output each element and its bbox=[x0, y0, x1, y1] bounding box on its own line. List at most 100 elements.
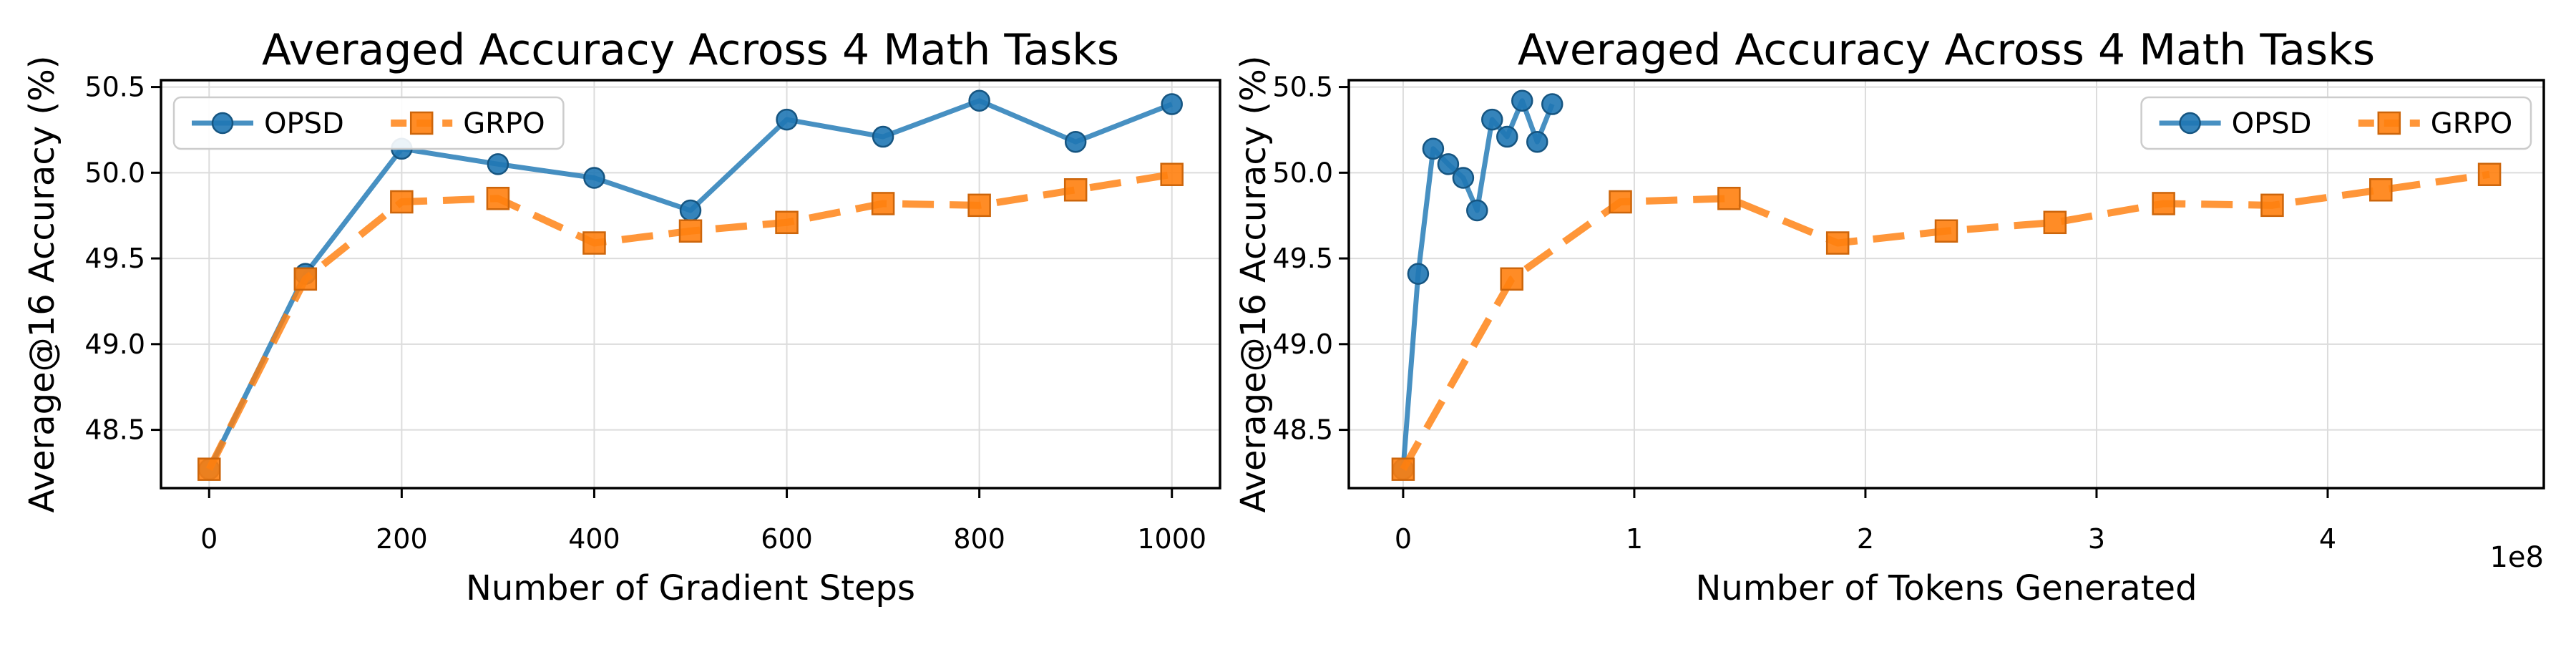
grpo-marker bbox=[1160, 162, 1184, 186]
opsd-marker bbox=[1481, 108, 1503, 131]
chart-title: Averaged Accuracy Across 4 Math Tasks bbox=[1518, 25, 2375, 75]
opsd-marker bbox=[1422, 137, 1445, 160]
grpo-marker bbox=[2043, 210, 2067, 235]
grpo-marker bbox=[775, 210, 799, 235]
opsd-marker bbox=[1407, 263, 1430, 285]
chart-panel: 0 1 2 3 4 48.5 49.0 49.5 50.0 50.5 Averaged Accura… bbox=[1234, 25, 2545, 608]
chart-panel: 0 200 400 600 800 1000 48.5 49.0 49.5 50.0 50.5 Ave… bbox=[22, 25, 1221, 608]
opsd-markers bbox=[1392, 89, 1563, 480]
opsd-marker bbox=[1161, 93, 1183, 115]
opsd-marker bbox=[487, 153, 509, 175]
legend-item-grpo: GRPO bbox=[2358, 107, 2512, 140]
opsd-marker bbox=[968, 89, 990, 112]
opsd-marker bbox=[1541, 93, 1563, 115]
y-axis: 48.5 49.0 49.5 50.0 50.5 bbox=[84, 72, 161, 446]
opsd-marker bbox=[583, 167, 605, 189]
grpo-marker bbox=[1717, 187, 1741, 210]
legend-label: GRPO bbox=[2431, 107, 2512, 140]
opsd-marker bbox=[1526, 130, 1548, 153]
y-tick-label: 49.0 bbox=[1272, 329, 1333, 360]
plot-border bbox=[160, 79, 1221, 490]
grpo-marker bbox=[967, 193, 991, 218]
opsd-marker bbox=[679, 199, 702, 222]
y-tick-label: 50.5 bbox=[84, 72, 145, 103]
x-tick-label: 4 bbox=[2319, 523, 2336, 555]
y-tick-label: 49.5 bbox=[1272, 243, 1333, 274]
legend-sample-marker bbox=[2179, 112, 2201, 135]
x-tick-label: 400 bbox=[568, 523, 620, 555]
grpo-line bbox=[1400, 170, 2490, 472]
grid bbox=[1349, 80, 2544, 488]
y-tick-label: 48.5 bbox=[84, 414, 145, 446]
grpo-marker bbox=[293, 267, 318, 291]
legend-box bbox=[2140, 96, 2532, 150]
legend-sample-marker bbox=[211, 112, 234, 135]
legend-box bbox=[172, 96, 565, 150]
opsd-marker bbox=[1466, 199, 1488, 222]
grpo-markers bbox=[1391, 162, 2502, 481]
grid bbox=[161, 80, 1220, 488]
x-tick-label: 1 bbox=[1626, 523, 1643, 555]
grpo-markers bbox=[197, 162, 1184, 481]
legend-item-opsd: OPSD bbox=[192, 107, 344, 140]
x-tick-label: 3 bbox=[2088, 523, 2105, 555]
grpo-marker bbox=[2152, 192, 2175, 215]
y-tick-label: 50.0 bbox=[84, 157, 145, 188]
opsd-marker bbox=[872, 125, 894, 148]
grpo-marker bbox=[2260, 193, 2284, 218]
x-tick-label: 600 bbox=[761, 523, 813, 555]
opsd-marker bbox=[1437, 153, 1460, 175]
y-tick-label: 48.5 bbox=[1272, 414, 1333, 446]
y-tick-label: 50.5 bbox=[1272, 72, 1333, 103]
x-tick-label: 0 bbox=[200, 523, 218, 555]
x-tick-label: 2 bbox=[1857, 523, 1874, 555]
x-axis-label: Number of Tokens Generated bbox=[1695, 568, 2197, 608]
y-tick-label: 49.5 bbox=[84, 243, 145, 274]
plot-border bbox=[1347, 79, 2545, 490]
grpo-marker bbox=[1391, 457, 1415, 481]
x-tick-label: 0 bbox=[1395, 523, 1412, 555]
opsd-marker bbox=[1511, 89, 1533, 112]
x-tick-label: 200 bbox=[376, 523, 428, 555]
x-axis: 0 1 2 3 4 bbox=[1395, 488, 2336, 555]
legend: OPSD GRPO bbox=[172, 96, 565, 150]
grpo-marker bbox=[582, 231, 606, 255]
legend: OPSD GRPO bbox=[2140, 96, 2532, 150]
grpo-marker bbox=[486, 187, 510, 210]
opsd-line bbox=[207, 98, 1174, 471]
grpo-marker bbox=[871, 192, 895, 215]
grpo-marker bbox=[1609, 190, 1632, 214]
legend-item-grpo: GRPO bbox=[391, 107, 545, 140]
grpo-marker bbox=[390, 190, 414, 214]
grpo-marker bbox=[197, 457, 221, 481]
legend-sample-marker bbox=[2377, 111, 2401, 135]
x-axis-offset-label: 1e8 bbox=[2489, 541, 2544, 574]
grpo-marker bbox=[1825, 231, 1850, 255]
y-axis-label: Average@16 Accuracy (%) bbox=[22, 56, 62, 513]
y-axis: 48.5 49.0 49.5 50.0 50.5 bbox=[1272, 72, 1349, 446]
grpo-marker bbox=[2477, 162, 2502, 186]
grpo-marker bbox=[1934, 219, 1958, 243]
grpo-marker bbox=[2369, 178, 2393, 202]
y-axis-label: Average@16 Accuracy (%) bbox=[1234, 56, 1274, 513]
y-tick-label: 50.0 bbox=[1272, 157, 1333, 188]
grpo-marker bbox=[1500, 267, 1523, 291]
legend-label: OPSD bbox=[264, 107, 344, 140]
grpo-marker bbox=[1063, 178, 1088, 202]
legend-label: OPSD bbox=[2232, 107, 2312, 140]
legend-label: GRPO bbox=[463, 107, 545, 140]
x-axis-label: Number of Gradient Steps bbox=[466, 568, 915, 608]
opsd-marker bbox=[1496, 125, 1518, 148]
grpo-marker bbox=[678, 219, 703, 243]
x-axis: 0 200 400 600 800 1000 bbox=[200, 488, 1206, 555]
x-tick-label: 800 bbox=[953, 523, 1005, 555]
opsd-marker bbox=[1064, 130, 1087, 153]
opsd-marker bbox=[776, 108, 798, 131]
legend-sample-marker bbox=[409, 111, 434, 135]
y-tick-label: 49.0 bbox=[84, 329, 145, 360]
x-tick-label: 1000 bbox=[1137, 523, 1206, 555]
chart-title: Averaged Accuracy Across 4 Math Tasks bbox=[262, 25, 1119, 75]
opsd-marker bbox=[1452, 167, 1475, 189]
legend-item-opsd: OPSD bbox=[2159, 107, 2312, 140]
